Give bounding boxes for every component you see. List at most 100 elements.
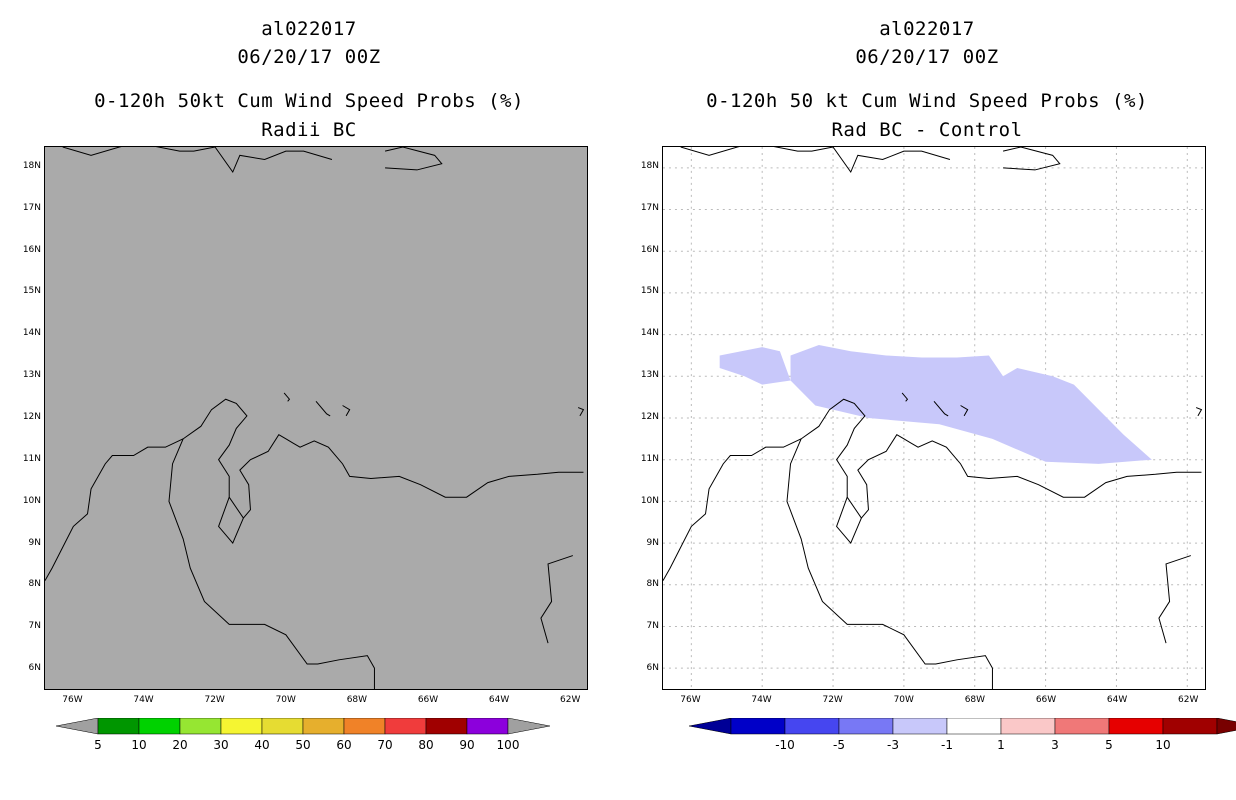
colorbar-segment xyxy=(1054,718,1110,735)
x-tick-label: 70W xyxy=(275,695,296,705)
colorbar-label: 70 xyxy=(377,738,393,752)
x-tick-label: 74W xyxy=(751,695,772,705)
coastline xyxy=(960,405,969,417)
colorbar-segment xyxy=(1162,718,1218,735)
colorbar-segment xyxy=(946,718,1002,735)
plot-subtitle: Rad BC - Control xyxy=(831,119,1023,141)
colorbar-segment xyxy=(784,718,840,735)
colorbar-label: -1 xyxy=(941,738,953,752)
colorbar-label: 10 xyxy=(1155,738,1171,752)
panel-radii-bc: al022017 06/20/17 00Z 0-120h 50kt Cum Wi… xyxy=(22,18,588,752)
colorbar-segment xyxy=(838,718,894,735)
y-tick-label: 18N xyxy=(640,160,659,171)
colorbar-label: 40 xyxy=(254,738,270,752)
x-tick-label: 62W xyxy=(1178,695,1199,705)
colorbar-end-triangle xyxy=(507,718,551,735)
colorbar-label: 60 xyxy=(336,738,352,752)
x-tick-label: 64W xyxy=(1106,695,1128,705)
storm-id: al022017 xyxy=(879,18,975,40)
y-tick-label: 6N xyxy=(646,663,659,674)
y-tick-label: 17N xyxy=(640,202,659,213)
coastline xyxy=(342,405,351,417)
colorbar-graphic xyxy=(55,718,551,735)
colorbar-label: 50 xyxy=(295,738,311,752)
colorbar-segment xyxy=(343,718,386,735)
y-tick-label: 6N xyxy=(28,663,41,674)
colorbar-label: 5 xyxy=(1105,738,1113,752)
x-tick-label: 64W xyxy=(488,695,510,705)
y-tick-label: 15N xyxy=(22,286,41,297)
y-tick-label: 8N xyxy=(646,579,659,590)
colorbar-label: 100 xyxy=(496,738,520,752)
storm-id: al022017 xyxy=(261,18,357,40)
probability-difference-region xyxy=(790,345,1152,464)
colorbar-segment xyxy=(261,718,304,735)
colorbar-label: -10 xyxy=(775,738,795,752)
colorbar-label: 10 xyxy=(131,738,147,752)
y-tick-label: 18N xyxy=(22,160,41,171)
colorbar-segment xyxy=(302,718,345,735)
colorbar-label: 1 xyxy=(997,738,1005,752)
datetime: 06/20/17 00Z xyxy=(237,46,381,68)
map-area xyxy=(44,146,588,690)
plot-subtitle: Radii BC xyxy=(261,119,357,141)
map-canvas xyxy=(663,147,1205,689)
y-tick-label: 10N xyxy=(640,495,659,506)
colorbar-graphic xyxy=(688,718,1236,735)
y-tick-label: 12N xyxy=(640,412,659,422)
colorbar-end-triangle xyxy=(1216,718,1236,735)
coastline xyxy=(283,392,291,402)
panel-rad-bc-control: al022017 06/20/17 00Z 0-120h 50 kt Cum W… xyxy=(618,0,1236,800)
coastline xyxy=(1158,555,1191,644)
plot-title: 0-120h 50 kt Cum Wind Speed Probs (%) xyxy=(706,90,1148,112)
coastline xyxy=(315,401,331,417)
y-tick-label: 13N xyxy=(640,370,659,381)
coastline xyxy=(62,147,333,174)
colorbar-label: 20 xyxy=(172,738,188,752)
colorbar-label: 90 xyxy=(459,738,475,752)
y-tick-label: 9N xyxy=(28,537,41,548)
y-tick-label: 16N xyxy=(640,244,659,255)
coastline xyxy=(218,497,244,545)
x-tick-label: 66W xyxy=(417,695,439,705)
coastline xyxy=(836,497,862,545)
coastline xyxy=(663,398,1202,581)
colorbar-label: 30 xyxy=(213,738,229,752)
colorbar-start-triangle xyxy=(688,718,732,735)
x-tick-label: 62W xyxy=(560,695,581,705)
y-tick-label: 8N xyxy=(28,579,41,590)
colorbar-segment xyxy=(730,718,786,735)
colorbar-label: -5 xyxy=(833,738,845,752)
x-tick-label: 70W xyxy=(893,695,914,705)
colorbar-start-triangle xyxy=(55,718,99,735)
coastline xyxy=(1002,147,1061,171)
colorbar-label: -3 xyxy=(887,738,899,752)
colorbar-segment xyxy=(179,718,222,735)
x-tick-label: 76W xyxy=(62,695,83,705)
probability-difference-region xyxy=(719,347,791,385)
x-tick-label: 74W xyxy=(133,695,154,705)
y-tick-label: 17N xyxy=(22,202,41,213)
colorbar-segment xyxy=(138,718,181,735)
y-tick-label: 7N xyxy=(28,621,41,632)
x-tick-label: 68W xyxy=(964,695,986,705)
y-tick-label: 14N xyxy=(22,328,41,339)
colorbar-label: 3 xyxy=(1051,738,1059,752)
map-canvas xyxy=(45,147,585,689)
y-tick-label: 10N xyxy=(22,495,41,506)
coastline xyxy=(384,147,443,171)
coastline xyxy=(786,438,993,689)
x-tick-label: 68W xyxy=(346,695,368,705)
colorbar-segment xyxy=(220,718,263,735)
colorbar-segment xyxy=(425,718,468,735)
colorbar-label: 5 xyxy=(94,738,102,752)
coastline xyxy=(45,398,584,581)
y-tick-label: 13N xyxy=(22,370,41,381)
x-tick-label: 66W xyxy=(1035,695,1057,705)
coastline xyxy=(901,392,909,402)
y-tick-label: 12N xyxy=(22,412,41,422)
y-tick-label: 9N xyxy=(646,537,659,548)
colorbar-segment xyxy=(1000,718,1056,735)
colorbar-segment xyxy=(1108,718,1164,735)
colorbar-label: 80 xyxy=(418,738,434,752)
